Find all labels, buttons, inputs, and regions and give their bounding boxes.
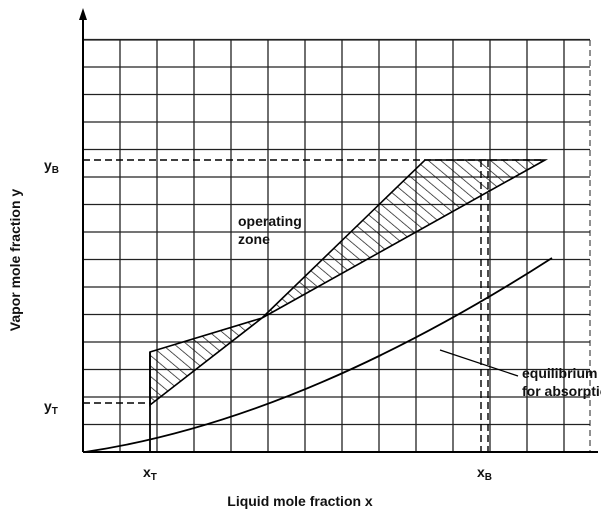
equilibrium-curve (84, 257, 553, 453)
y-b-label: yB (44, 157, 59, 176)
x-axis-label: Liquid mole fraction x (227, 493, 373, 509)
x-t-label: xT (143, 464, 157, 483)
y-axis-label: Vapor mole fraction y (7, 189, 23, 332)
annotation: equilibrium line (522, 365, 601, 381)
annotation: for absorption (522, 383, 601, 399)
leader-line (439, 349, 519, 377)
annotation: zone (238, 231, 270, 247)
x-b-label: xB (477, 464, 492, 483)
operating-zone-left (149, 317, 263, 407)
y-t-label: yT (44, 398, 58, 417)
y-axis-arrow (79, 8, 87, 20)
annotation: operating (238, 213, 302, 229)
